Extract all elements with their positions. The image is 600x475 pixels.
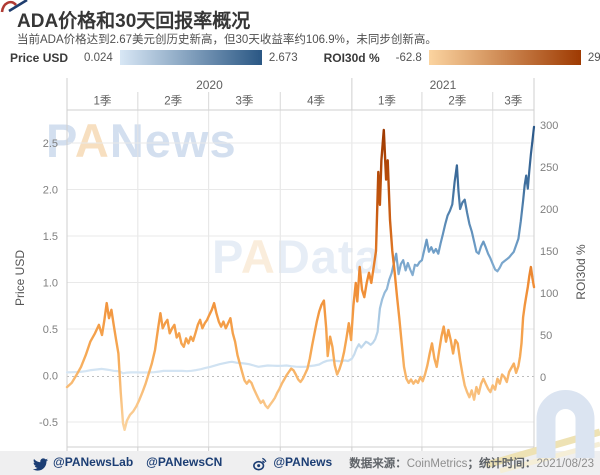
svg-text:4季: 4季 (307, 95, 325, 108)
roi-line (65, 128, 536, 431)
svg-text:1季: 1季 (93, 95, 111, 108)
twitter-handle-1: @PANewsLab (53, 455, 134, 469)
svg-text:-0.5: -0.5 (39, 417, 58, 429)
source-separator: ； (467, 458, 479, 470)
source-value: CoinMetrics (406, 458, 468, 470)
svg-text:2季: 2季 (448, 95, 466, 108)
svg-text:1季: 1季 (378, 95, 396, 108)
svg-text:3季: 3季 (236, 95, 254, 108)
twitter-icon (33, 457, 48, 471)
svg-text:100: 100 (540, 288, 558, 300)
arch-logo-watermark (536, 390, 595, 458)
twitter-handle-2: @PANewsCN (146, 455, 223, 469)
social-handles: @PANewsLab @PANewsCN @PANews (33, 454, 345, 471)
roi-legend-max: 294.1 (587, 51, 600, 64)
color-legend: Price USD 0.024 2.673 ROI30d % -62.8 294… (10, 49, 600, 66)
svg-text:50: 50 (540, 330, 552, 342)
price-legend-min: 0.024 (84, 51, 113, 64)
price-legend-max: 2.673 (268, 51, 298, 64)
roi-legend-label: ROI30d % (323, 50, 380, 65)
svg-text:250: 250 (540, 162, 558, 174)
price-legend-label: Price USD (10, 50, 69, 65)
svg-text:0: 0 (540, 372, 546, 384)
svg-text:150: 150 (540, 246, 558, 258)
svg-text:ROI30d %: ROI30d % (574, 244, 588, 300)
padata-corner-logo-icon (0, 0, 28, 13)
weibo-handle: @PANews (273, 455, 333, 469)
watermarks: PANews PAData (46, 114, 382, 283)
corner-decoration (485, 390, 600, 474)
svg-text:Price USD: Price USD (13, 250, 27, 306)
source-label: 数据来源： (349, 458, 407, 470)
svg-text:2季: 2季 (164, 95, 182, 108)
svg-text:1.0: 1.0 (43, 278, 58, 290)
page-title: ADA价格和30天回报率概况 (17, 11, 251, 32)
svg-text:300: 300 (540, 120, 558, 132)
time-value: 2021/08/23 (536, 458, 594, 470)
svg-text:200: 200 (540, 204, 558, 216)
svg-text:PAData: PAData (212, 230, 382, 283)
svg-text:2.0: 2.0 (43, 185, 58, 197)
svg-text:2021: 2021 (430, 78, 457, 92)
svg-text:PANews: PANews (46, 114, 237, 167)
svg-text:3季: 3季 (504, 95, 522, 108)
svg-text:0.5: 0.5 (43, 324, 58, 336)
gridlines (67, 110, 534, 447)
price-legend-gradient-bar (119, 50, 262, 65)
time-label: 统计时间： (478, 458, 537, 470)
weibo-icon (253, 457, 267, 471)
svg-text:0.0: 0.0 (43, 371, 58, 383)
svg-text:1.5: 1.5 (43, 231, 58, 243)
roi-legend-gradient-bar (428, 50, 581, 65)
price-line (65, 125, 536, 375)
axes: 2020 2021 1季 2季 3季 4季 1季 2季 3季 2.5 2.0 1.5 1.0 0.5 0.0… (13, 78, 588, 452)
svg-text:2020: 2020 (196, 78, 223, 92)
chart-subtitle: 当前ADA价格达到2.67美元创历史新高，但30天收益率约106.9%，未同步创… (17, 34, 437, 46)
roi-legend-min: -62.8 (395, 51, 422, 64)
svg-text:2.5: 2.5 (43, 138, 58, 150)
data-source: 数据来源：CoinMetrics；统计时间：2021/08/23 (349, 455, 594, 471)
